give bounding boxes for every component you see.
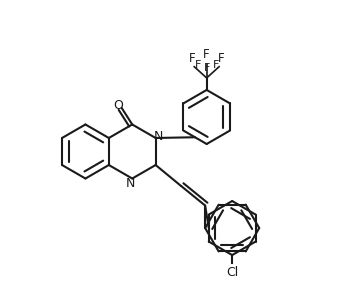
Text: F: F — [217, 52, 224, 65]
Text: O: O — [113, 99, 123, 112]
Text: F: F — [212, 60, 219, 70]
Text: F: F — [189, 52, 196, 65]
Text: F: F — [204, 63, 210, 73]
Text: F: F — [203, 48, 210, 61]
Text: N: N — [154, 130, 163, 143]
Text: F: F — [194, 60, 201, 70]
Text: N: N — [126, 178, 136, 190]
Text: Cl: Cl — [226, 266, 238, 278]
